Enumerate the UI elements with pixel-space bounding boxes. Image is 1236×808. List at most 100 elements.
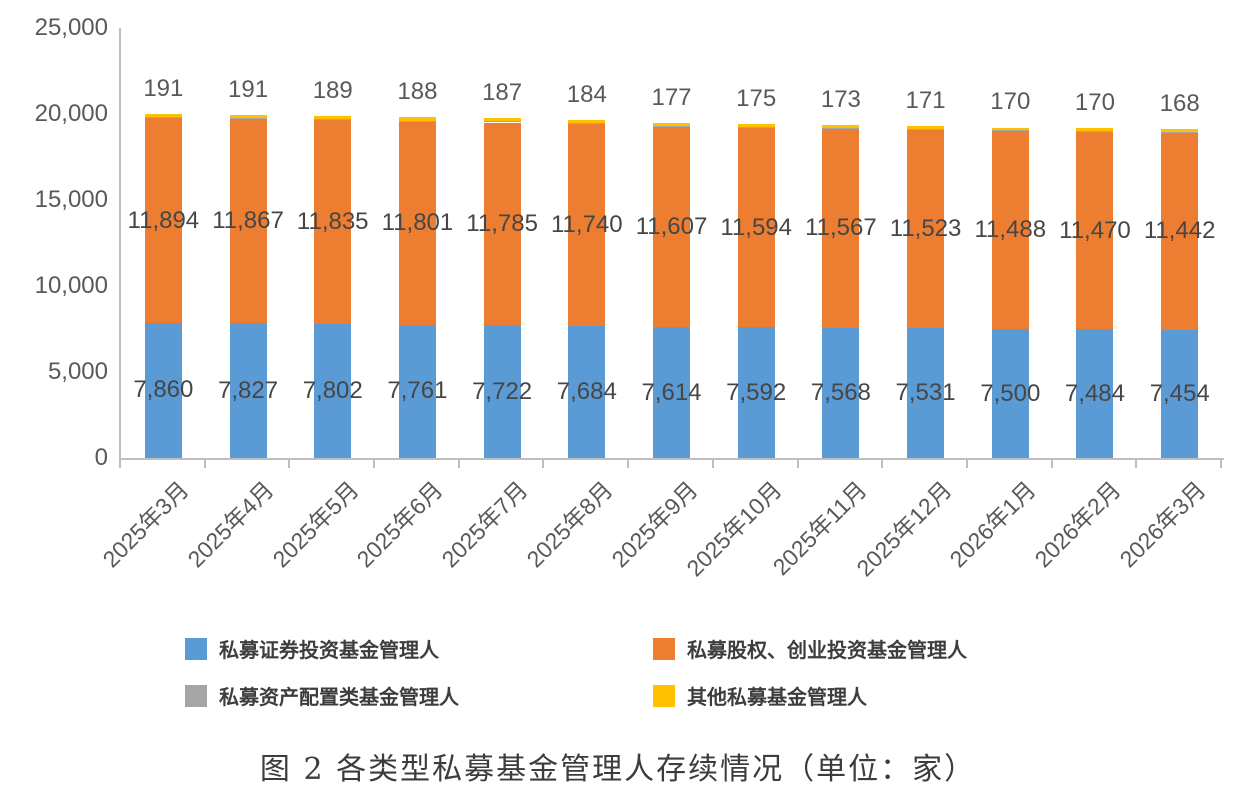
x-axis-tick xyxy=(627,460,630,468)
bar-segment-other xyxy=(398,117,436,121)
data-label-other: 188 xyxy=(397,78,438,106)
data-label-other: 170 xyxy=(990,88,1031,116)
bar-segment-securities xyxy=(483,325,521,458)
bar-segment-securities xyxy=(314,323,352,458)
bar-segment-equity-vc xyxy=(1161,133,1199,330)
x-axis-tick xyxy=(1135,460,1138,468)
bar-segment-other xyxy=(483,118,521,122)
bar-segment-securities xyxy=(1076,329,1114,458)
bar-segment-asset-allocation xyxy=(398,120,436,122)
x-axis-tick xyxy=(796,460,799,468)
bar-segment-equity-vc xyxy=(907,130,945,329)
bar-segment-asset-allocation xyxy=(822,127,860,129)
data-label-equity-vc: 11,740 xyxy=(550,210,623,238)
y-axis-tick-label: 15,000 xyxy=(34,186,108,213)
bar-segment-equity-vc xyxy=(653,127,690,328)
data-label-other: 184 xyxy=(566,80,607,108)
data-label-securities: 7,722 xyxy=(472,377,533,405)
x-axis-category-label: 2025年3月 xyxy=(97,476,194,573)
bar-segment-securities xyxy=(144,322,182,458)
data-label-securities: 7,568 xyxy=(810,378,871,406)
bar-segment-securities xyxy=(568,325,606,458)
bar-segment-securities xyxy=(229,323,267,458)
bar-segment-equity-vc xyxy=(737,128,775,328)
data-label-equity-vc: 11,470 xyxy=(1059,216,1131,244)
bar-segment-asset-allocation xyxy=(229,118,267,120)
legend-swatch-asset-allocation xyxy=(185,684,207,707)
data-label-other: 171 xyxy=(905,87,946,115)
data-label-securities: 7,614 xyxy=(641,378,702,406)
bar-segment-asset-allocation xyxy=(314,119,352,121)
x-axis-line xyxy=(119,458,1224,460)
data-label-equity-vc: 11,442 xyxy=(1143,217,1216,245)
x-axis-category-label: 2026年1月 xyxy=(944,476,1041,573)
legend-label: 其他私募基金管理人 xyxy=(687,687,867,709)
data-label-securities: 7,684 xyxy=(556,377,617,405)
x-axis-tick xyxy=(288,460,291,468)
bar-segment-asset-allocation xyxy=(653,126,690,128)
x-axis-tick xyxy=(119,460,121,468)
bar-segment-equity-vc xyxy=(1076,132,1114,330)
bar-segment-other xyxy=(1161,129,1199,132)
data-label-securities: 7,484 xyxy=(1064,379,1125,407)
data-label-other: 187 xyxy=(482,79,523,107)
bar-segment-other xyxy=(568,119,606,123)
legend-swatch-equity-vc xyxy=(653,637,675,660)
data-label-equity-vc: 11,867 xyxy=(212,207,284,235)
legend-item-other: 其他私募基金管理人 xyxy=(653,681,967,710)
x-axis-tick xyxy=(965,460,968,468)
x-axis-tick xyxy=(1220,460,1222,468)
bar-segment-equity-vc xyxy=(822,128,860,328)
y-axis-tick-label: 20,000 xyxy=(34,100,108,127)
bar-segment-securities xyxy=(398,324,436,458)
bar-segment-other xyxy=(822,124,860,128)
y-axis-tick-label: 25,000 xyxy=(34,14,108,41)
data-label-securities: 7,454 xyxy=(1149,379,1210,407)
x-axis-category-label: 2025年7月 xyxy=(436,476,533,573)
y-axis-line xyxy=(119,28,121,460)
data-label-other: 173 xyxy=(820,85,861,113)
data-label-equity-vc: 11,785 xyxy=(466,209,538,237)
x-axis-tick xyxy=(542,460,545,468)
x-axis-category-label: 2026年2月 xyxy=(1029,476,1126,573)
plot-area: 7,860 11,894 191 7,827 11,867 191 7,802 11,835 1… xyxy=(121,28,1222,458)
bar-segment-other xyxy=(1076,128,1114,131)
x-axis-tick xyxy=(1050,460,1053,468)
bar-segment-securities xyxy=(737,327,775,458)
bar-segment-other xyxy=(144,113,182,118)
bar-segment-equity-vc xyxy=(229,119,267,324)
bar-segment-equity-vc xyxy=(991,131,1029,329)
bar-segment-asset-allocation xyxy=(568,122,606,124)
bar-segment-securities xyxy=(653,327,690,458)
bar-segment-securities xyxy=(1161,329,1199,458)
x-axis-category-label: 2026年3月 xyxy=(1114,476,1211,573)
legend: 私募证券投资基金管理人 私募股权、创业投资基金管理人 私募资产配置类基金管理人 其他私… xyxy=(185,634,967,710)
bar-segment-other xyxy=(737,124,775,128)
x-axis-tick xyxy=(711,460,714,468)
data-label-other: 177 xyxy=(651,84,692,112)
data-label-equity-vc: 11,523 xyxy=(889,215,962,243)
legend-item-asset-allocation: 私募资产配置类基金管理人 xyxy=(185,681,653,710)
bar-segment-asset-allocation xyxy=(483,121,521,123)
bar-segment-equity-vc xyxy=(483,122,521,326)
data-label-securities: 7,802 xyxy=(302,376,363,404)
data-label-other: 168 xyxy=(1159,90,1200,118)
bar-segment-asset-allocation xyxy=(991,130,1029,132)
figure-caption: 图 2 各类型私募基金管理人存续情况（单位：家） xyxy=(259,752,977,787)
data-label-other: 170 xyxy=(1074,89,1115,117)
bar-segment-asset-allocation xyxy=(737,127,775,129)
legend-label: 私募证券投资基金管理人 xyxy=(219,640,439,662)
x-axis-category-label: 2025年4月 xyxy=(182,476,279,573)
data-label-securities: 7,592 xyxy=(726,378,787,406)
bar-segment-equity-vc xyxy=(144,118,182,323)
data-label-equity-vc: 11,801 xyxy=(381,209,454,237)
data-label-securities: 7,500 xyxy=(980,379,1041,407)
x-axis-tick xyxy=(457,460,460,468)
bar-segment-equity-vc xyxy=(314,120,352,324)
data-label-equity-vc: 11,594 xyxy=(720,213,792,241)
data-label-securities: 7,860 xyxy=(133,376,194,404)
data-label-equity-vc: 11,607 xyxy=(635,213,708,241)
data-label-equity-vc: 11,894 xyxy=(127,206,200,234)
legend-label: 私募资产配置类基金管理人 xyxy=(219,687,459,709)
